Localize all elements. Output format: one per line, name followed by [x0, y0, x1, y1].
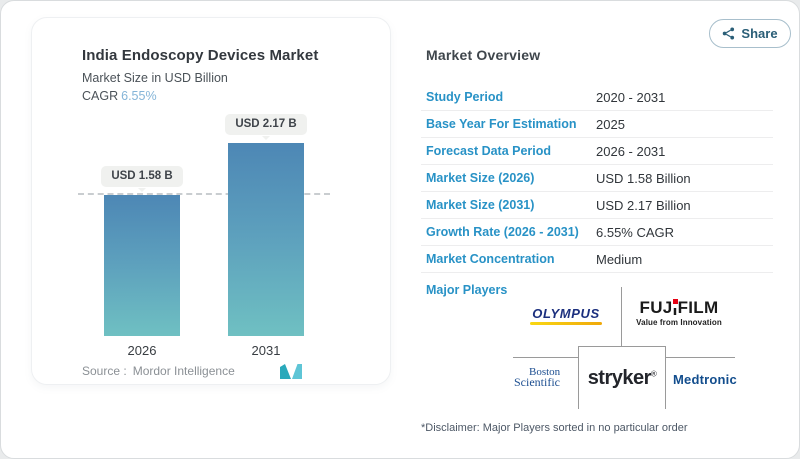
- share-button-label: Share: [741, 26, 778, 41]
- player-grid-vertical-divider: [621, 287, 622, 346]
- fujifilm-part1: FUJ: [639, 298, 673, 317]
- stryker-logo-box: stryker®: [578, 346, 666, 409]
- disclaimer-text: *Disclaimer: Major Players sorted in no …: [421, 422, 688, 434]
- row-value: 6.55% CAGR: [596, 224, 675, 240]
- row-value: 2020 - 2031: [596, 89, 666, 105]
- source-value: Mordor Intelligence: [132, 364, 235, 378]
- table-row: Forecast Data Period 2026 - 2031: [421, 138, 773, 165]
- table-row: Growth Rate (2026 - 2031) 6.55% CAGR: [421, 219, 773, 246]
- row-label: Market Size (2026): [426, 171, 535, 185]
- table-row: Base Year For Estimation 2025: [421, 111, 773, 138]
- share-button[interactable]: Share: [709, 19, 791, 48]
- bar-value-pill: USD 1.58 B: [101, 166, 183, 192]
- fujifilm-red-dot-i: I: [673, 298, 678, 318]
- fujifilm-logo-text: FUJIFILM: [627, 298, 731, 318]
- row-label: Study Period: [426, 90, 504, 104]
- row-label: Market Concentration: [426, 252, 555, 266]
- olympus-logo-text: OLYMPUS: [532, 306, 600, 321]
- bar-group: USD 2.17 B 2031: [225, 18, 307, 384]
- boston-scientific-line1: Boston: [529, 366, 561, 378]
- source-label: Source :: [82, 364, 127, 378]
- table-row: Market Concentration Medium: [421, 246, 773, 273]
- bar-category-label: 2031: [251, 343, 281, 358]
- fujifilm-tagline: Value from Innovation: [636, 318, 722, 327]
- olympus-logo: OLYMPUS: [530, 306, 602, 325]
- reference-line: [78, 193, 330, 195]
- bar-group: USD 1.58 B 2026: [101, 18, 183, 384]
- mordor-intelligence-logo-icon: [279, 363, 303, 385]
- row-value: USD 2.17 Billion: [596, 197, 691, 213]
- table-row: Study Period 2020 - 2031: [421, 84, 773, 111]
- stryker-logo-text: stryker®: [587, 366, 657, 389]
- source-line: Source : Mordor Intelligence: [82, 364, 241, 378]
- market-size-chart-card: India Endoscopy Devices Market Market Si…: [31, 17, 391, 385]
- registered-mark: ®: [650, 368, 657, 378]
- row-value: 2025: [596, 116, 625, 132]
- cagr-label: CAGR: [82, 89, 119, 103]
- row-label: Market Size (2031): [426, 198, 535, 212]
- row-label: Base Year For Estimation: [426, 117, 577, 131]
- chart-subtitle: Market Size in USD Billion: [82, 71, 228, 85]
- bar[interactable]: [228, 143, 304, 336]
- table-row: Market Size (2031) USD 2.17 Billion: [421, 192, 773, 219]
- overview-table: Study Period 2020 - 2031 Base Year For E…: [421, 84, 773, 273]
- bar-category-label: 2026: [127, 343, 157, 358]
- olympus-logo-swoosh: [530, 322, 602, 325]
- share-icon: [723, 27, 735, 40]
- major-players-label: Major Players: [426, 283, 508, 297]
- fujifilm-logo: FUJIFILM Value from Innovation: [627, 298, 731, 327]
- fujifilm-part2: FILM: [677, 298, 719, 317]
- boston-scientific-line2: Scientific: [514, 375, 560, 389]
- bar-value-pill: USD 2.17 B: [225, 114, 307, 140]
- row-value: USD 1.58 Billion: [596, 170, 691, 186]
- chart-title: India Endoscopy Devices Market: [82, 47, 319, 64]
- cagr-value: 6.55%: [121, 89, 157, 103]
- row-label: Growth Rate (2026 - 2031): [426, 225, 579, 239]
- boston-scientific-logo: Boston Scientific: [514, 366, 576, 390]
- row-value: Medium: [596, 251, 643, 267]
- table-row: Market Size (2026) USD 1.58 Billion: [421, 165, 773, 192]
- bar[interactable]: [104, 195, 180, 336]
- overview-title: Market Overview: [426, 47, 541, 63]
- chart-cagr-line: CAGR 6.55%: [82, 89, 157, 103]
- row-value: 2026 - 2031: [596, 143, 666, 159]
- medtronic-logo: Medtronic: [673, 372, 737, 387]
- row-label: Forecast Data Period: [426, 144, 552, 158]
